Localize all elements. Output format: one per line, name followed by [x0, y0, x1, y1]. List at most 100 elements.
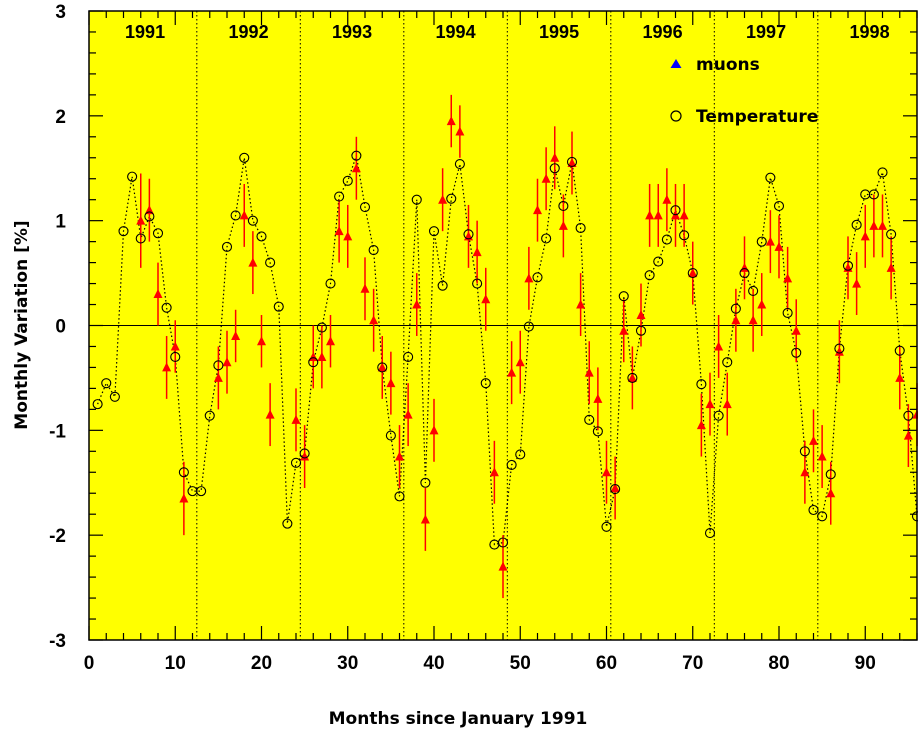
year-label: 1991 [125, 22, 165, 42]
temperature-point [825, 469, 836, 480]
temperature-point [842, 260, 854, 271]
legend-temperature-marker [670, 110, 682, 122]
temperature-point [851, 219, 862, 230]
year-label: 1995 [539, 22, 579, 42]
y-tick-label: 2 [55, 107, 66, 128]
muon-point [645, 210, 655, 220]
muon-point [472, 247, 482, 257]
year-label: 1996 [643, 22, 683, 42]
temperature-point [584, 414, 595, 425]
muon-point [231, 330, 241, 340]
temperature-point [791, 347, 802, 358]
temperature-point [868, 189, 879, 200]
muon-point [688, 268, 698, 278]
temperature-point [601, 521, 612, 532]
temperature-curve [97, 155, 918, 546]
muon-point [326, 336, 335, 346]
muon-point [317, 351, 327, 361]
muon-point [222, 357, 232, 367]
temperature-point [385, 430, 396, 441]
muon-point [533, 205, 542, 215]
temperature-point [627, 372, 638, 383]
muon-point [722, 399, 732, 409]
muon-point [791, 325, 801, 335]
temperature-point [377, 362, 388, 373]
muon-point [170, 341, 180, 351]
y-tick-label: 0 [55, 317, 66, 338]
temperature-point [204, 410, 215, 421]
muon-point [774, 241, 784, 251]
temperature-point [748, 285, 759, 296]
muon-point [489, 467, 499, 477]
muon-point [748, 315, 758, 325]
muon-point [576, 299, 586, 309]
year-label: 1998 [850, 22, 890, 42]
muon-point [153, 289, 163, 299]
temperature-point [420, 477, 431, 488]
muon-point [524, 273, 534, 283]
temperature-point [161, 302, 172, 313]
muon-point [817, 451, 827, 461]
temperature-point [342, 175, 353, 186]
muon-point [903, 430, 913, 440]
temperature-point [437, 280, 448, 291]
temperature-point [558, 200, 569, 212]
temperature-point [592, 426, 603, 437]
temperature-point [661, 234, 672, 245]
temperature-point [446, 193, 457, 204]
muon-point [343, 231, 353, 241]
muon-point [826, 488, 836, 498]
muon-point [515, 357, 525, 367]
temperature-point [610, 483, 621, 495]
legend-muon-marker [670, 59, 682, 68]
temperature-point [644, 270, 655, 281]
temperature-point [739, 268, 750, 279]
y-tick-label: -3 [49, 631, 66, 652]
temperature-point [325, 278, 336, 289]
temperature-point [886, 229, 897, 240]
x-tick-label: 90 [855, 653, 876, 674]
muon-point [593, 393, 603, 403]
x-tick-label: 0 [84, 653, 95, 674]
year-label: 1994 [436, 22, 476, 42]
muon-point [334, 226, 344, 236]
muon-series [136, 94, 918, 599]
muon-point [705, 399, 715, 409]
temperature-point [196, 486, 207, 497]
muon-point [627, 372, 637, 382]
temperature-point [722, 357, 733, 368]
y-tick-label: -2 [49, 526, 66, 547]
muon-point [377, 362, 387, 372]
muon-point [783, 273, 793, 283]
legend: muons Temperature [670, 55, 818, 127]
temperature-point [118, 226, 129, 237]
temperature-point [101, 378, 112, 389]
temperature-point [549, 163, 560, 174]
muon-point [369, 315, 379, 325]
temperature-point [773, 200, 785, 212]
muon-point [429, 425, 439, 435]
muon-point [446, 116, 456, 126]
year-label: 1993 [332, 22, 372, 42]
muon-point [455, 126, 465, 136]
temperature-point [463, 229, 474, 240]
muon-point [765, 236, 775, 246]
muon-point [438, 194, 448, 204]
temperature-point [334, 191, 345, 202]
muon-point [602, 467, 611, 477]
temperature-point [454, 159, 465, 170]
muon-point [481, 294, 491, 304]
muon-point [412, 299, 422, 309]
muon-point [213, 372, 223, 382]
muon-point [610, 482, 620, 492]
legend-muon-label: muons [696, 55, 760, 75]
temperature-point [256, 231, 267, 242]
temperature-point [239, 152, 250, 163]
x-tick-label: 70 [682, 653, 703, 674]
temperature-point [265, 257, 276, 268]
muon-point [809, 435, 818, 445]
muon-point [834, 346, 844, 356]
temperature-point [541, 233, 552, 244]
muon-point [869, 220, 879, 230]
